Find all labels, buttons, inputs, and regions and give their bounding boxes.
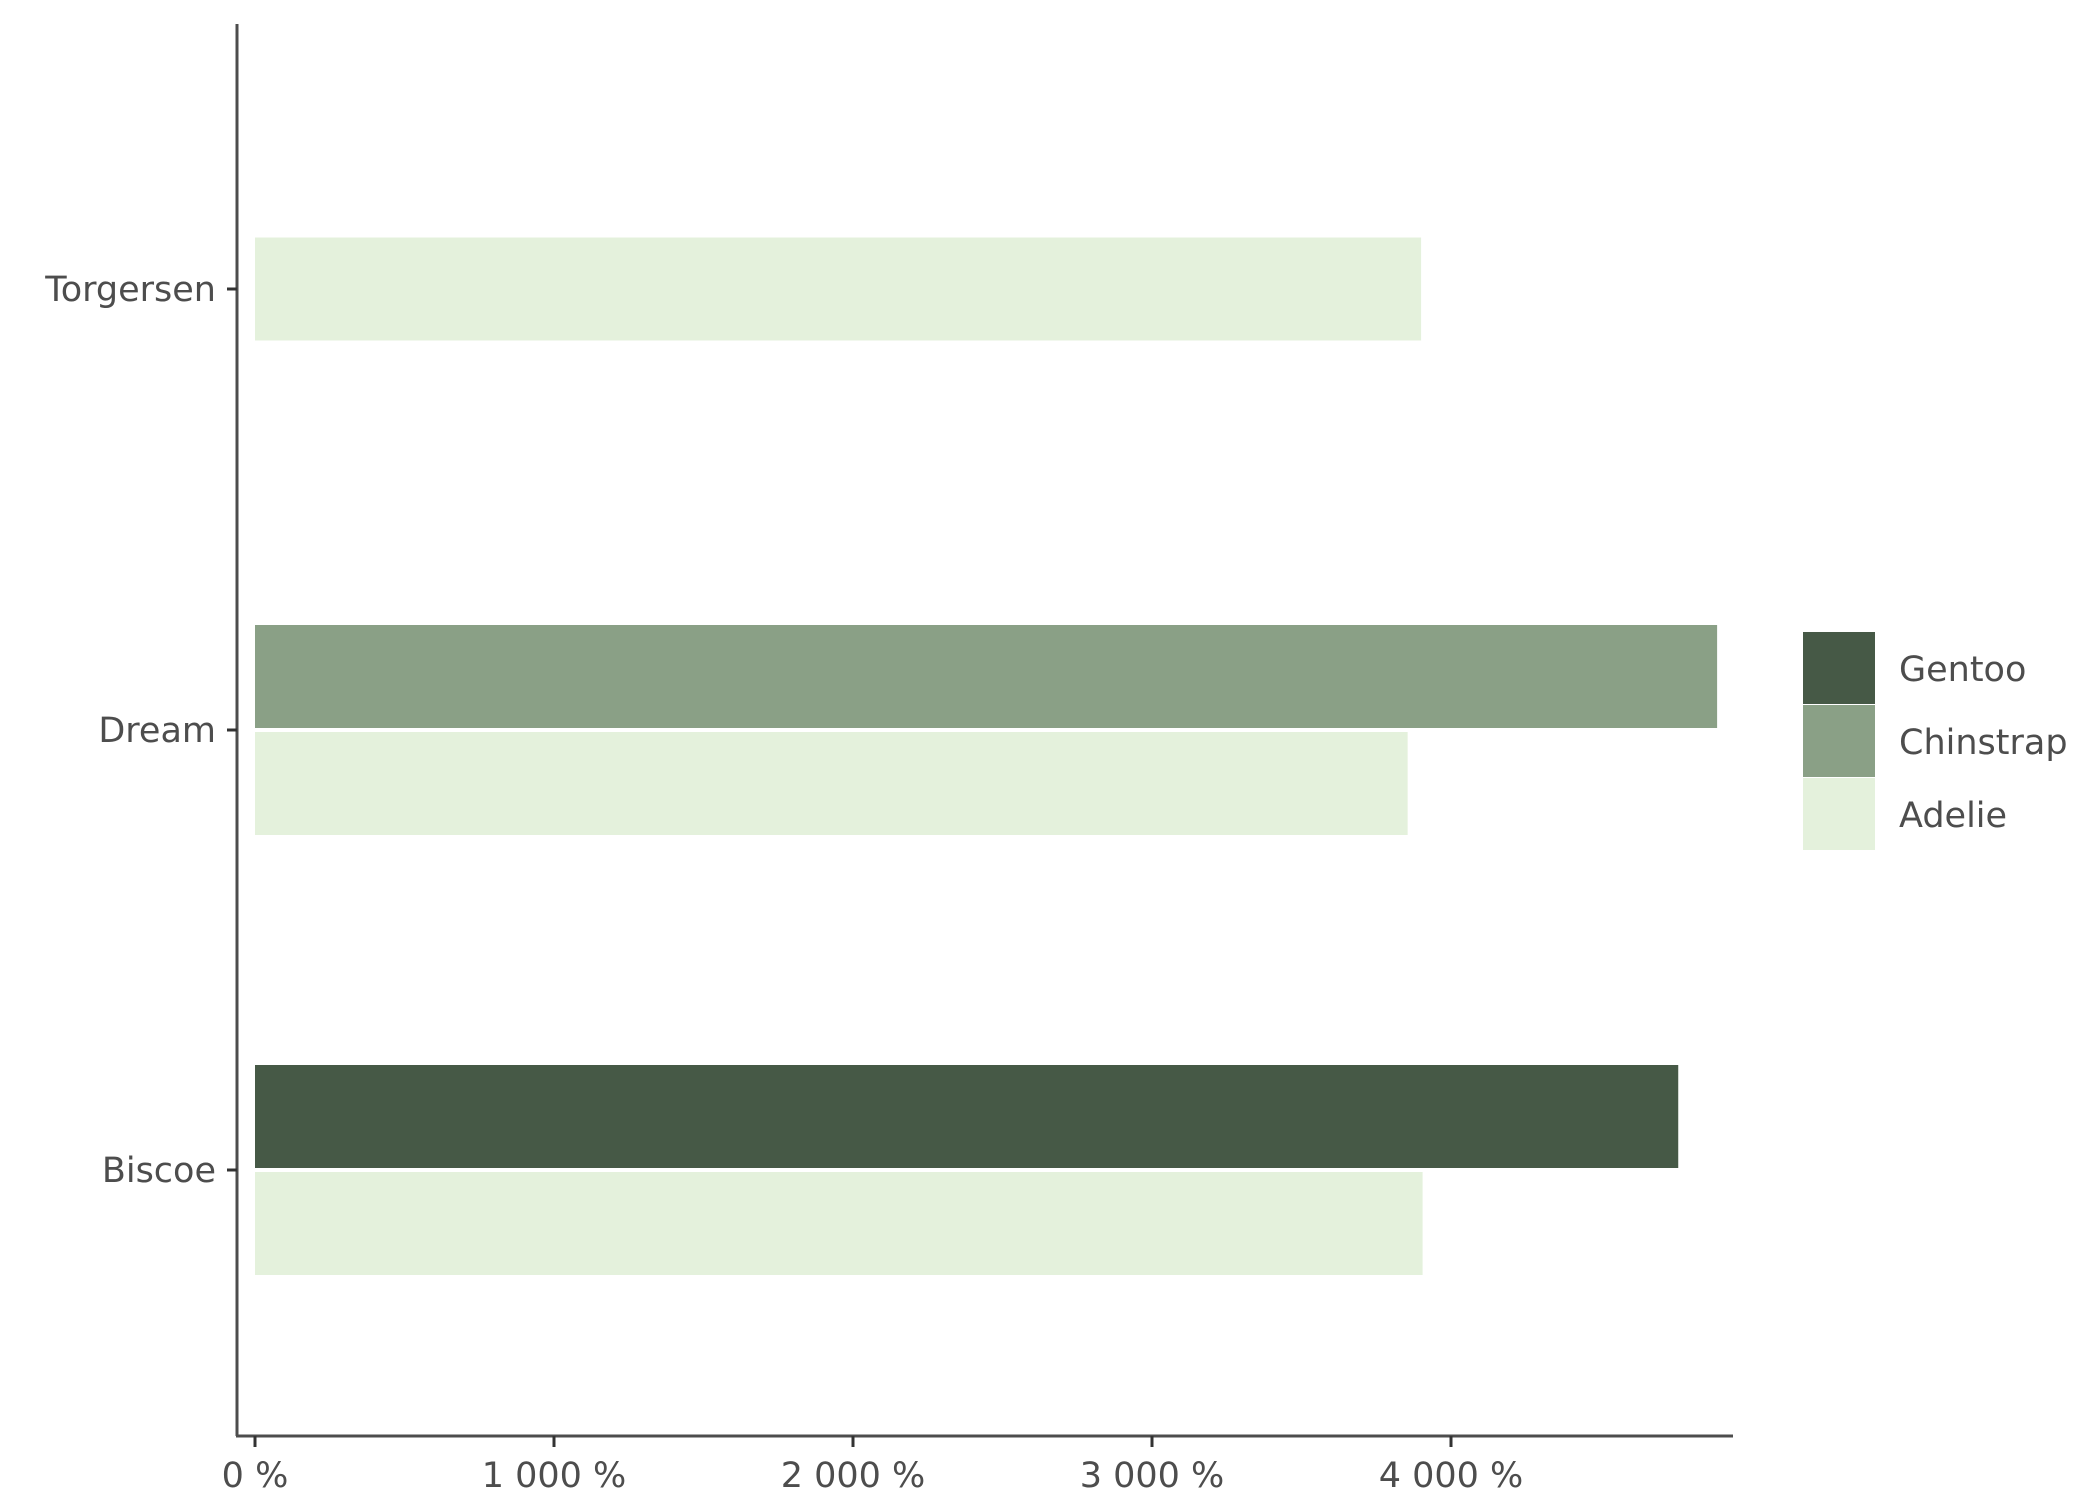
bar-dream-adelie: [255, 732, 1408, 835]
y-ticks: Torgersen Dream Biscoe: [44, 270, 237, 1191]
x-tick-label: 4 000 %: [1379, 1456, 1524, 1496]
bars: [255, 237, 1718, 1275]
x-tick-label: 2 000 %: [781, 1456, 926, 1496]
legend-key-gentoo: [1803, 632, 1875, 704]
legend-key-adelie: [1803, 778, 1875, 850]
bar-torgersen-adelie: [255, 237, 1422, 341]
bar-biscoe-gentoo: [255, 1065, 1679, 1168]
x-tick-label: 3 000 %: [1080, 1456, 1225, 1496]
legend-label-adelie: Adelie: [1899, 796, 2007, 836]
x-tick-label: 0 %: [222, 1456, 289, 1496]
legend-key-chinstrap: [1803, 705, 1875, 777]
y-tick-label: Torgersen: [44, 270, 216, 310]
bar-biscoe-adelie: [255, 1172, 1423, 1275]
bar-dream-chinstrap: [255, 625, 1718, 728]
x-ticks: 0 % 1 000 % 2 000 % 3 000 % 4 000 %: [222, 1436, 1524, 1496]
legend-label-gentoo: Gentoo: [1899, 650, 2026, 690]
y-tick-label: Dream: [98, 711, 216, 751]
legend-label-chinstrap: Chinstrap: [1899, 723, 2068, 763]
y-tick-label: Biscoe: [102, 1151, 216, 1191]
x-tick-label: 1 000 %: [482, 1456, 627, 1496]
legend: Gentoo Chinstrap Adelie: [1803, 632, 2068, 850]
